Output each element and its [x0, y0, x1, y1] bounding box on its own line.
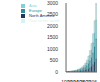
- svg-text:1500: 1500: [47, 34, 58, 40]
- svg-text:1000: 1000: [47, 46, 58, 52]
- svg-text:0: 0: [55, 69, 58, 75]
- svg-text:2006: 2006: [86, 79, 92, 82]
- svg-text:2000: 2000: [47, 23, 58, 29]
- svg-text:3000: 3000: [47, 0, 58, 6]
- svg-text:2500: 2500: [47, 11, 58, 17]
- svg-text:500: 500: [50, 57, 59, 63]
